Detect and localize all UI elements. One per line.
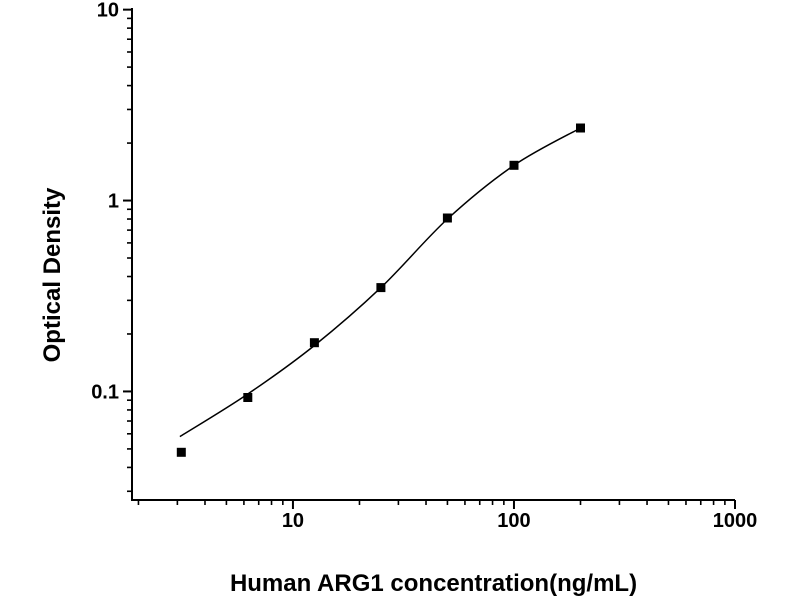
data-point-marker [576,123,585,133]
data-point-marker [176,447,186,457]
y-tick-label: 10 [97,0,119,22]
fit-curve [179,127,581,438]
data-point-marker [243,393,253,402]
y-tick-label: 1 [108,191,119,213]
y-tick-label: 0.1 [91,381,119,403]
x-axis-title: Human ARG1 concentration(ng/mL) [229,570,638,597]
x-tick-label: 100 [497,510,530,532]
data-point-marker [376,283,386,293]
x-tick-label: 1000 [713,510,758,532]
data-point-marker [309,338,319,348]
x-tick-label: 10 [282,510,304,532]
data-point-marker [509,160,519,170]
data-point-marker [442,213,452,223]
y-axis-title: Optical Density [39,187,66,363]
